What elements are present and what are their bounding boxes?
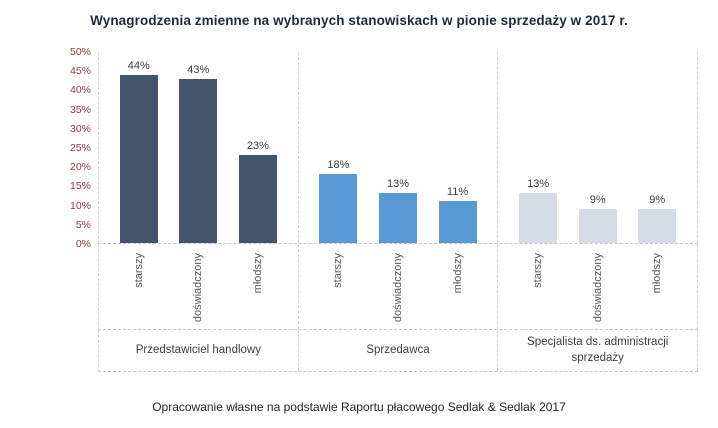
bar-value-label: 11% xyxy=(446,185,469,198)
y-tick-label: 50% xyxy=(69,46,91,58)
y-tick-label: 25% xyxy=(69,142,91,154)
category-label-wrap: doświadczony xyxy=(377,253,419,325)
y-tick-label: 5% xyxy=(75,218,91,231)
category-label: starszy xyxy=(132,253,145,288)
plot-area: 44% 43% 23% 18% 13% 11% 13% 9% 9% xyxy=(98,52,699,244)
bar-wrapper: 18% xyxy=(317,52,359,243)
group-labels-row: Przedstawiciel handlowy Sprzedawca Specjal… xyxy=(98,330,699,372)
plot-row: 0% 5% 10% 15% 20% 25% 30% 35% 40% 45% 50% 44% 43% 23… xyxy=(58,46,699,250)
category-label: doświadczony xyxy=(192,253,205,323)
group-label-cell: Sprzedawca xyxy=(299,330,499,371)
bar-wrapper: 13% xyxy=(517,52,559,243)
group-label: Przedstawiciel handlowy xyxy=(135,343,261,356)
y-tick-label: 0% xyxy=(75,238,91,250)
bar-group: 13% 9% 9% xyxy=(498,52,699,243)
y-tick-label: 30% xyxy=(69,122,91,135)
category-cell: starszy doświadczony młodszy xyxy=(299,244,499,329)
source-caption: Opracowanie własne na podstawie Raportu … xyxy=(152,400,566,414)
bar-wrapper: 11% xyxy=(437,52,479,243)
group-label-cell: Specjalista ds. administracji sprzedaży xyxy=(498,330,699,371)
bar-group: 18% 13% 11% xyxy=(299,52,499,243)
y-tick-label: 40% xyxy=(69,84,91,97)
bar-value-label: 18% xyxy=(327,159,350,172)
bar-value-label: 44% xyxy=(127,59,150,72)
bar xyxy=(179,78,218,243)
bar xyxy=(578,208,617,243)
bar-wrapper: 23% xyxy=(237,52,279,243)
category-label-wrap: doświadczony xyxy=(577,253,619,325)
bar-wrapper: 13% xyxy=(377,52,419,243)
group-label-cell: Przedstawiciel handlowy xyxy=(99,330,299,371)
category-label: doświadczony xyxy=(391,253,404,323)
y-tick-label: 45% xyxy=(69,65,91,78)
y-tick-label: 15% xyxy=(69,180,91,193)
category-label-wrap: starszy xyxy=(118,253,160,325)
bar xyxy=(378,193,417,243)
category-label: młodszy xyxy=(451,253,464,294)
category-label-wrap: młodszy xyxy=(636,253,678,325)
group-label: Sprzedawca xyxy=(366,343,430,356)
y-tick-label: 10% xyxy=(69,199,91,212)
bar xyxy=(638,208,677,243)
category-cell: starszy doświadczony młodszy xyxy=(99,244,299,329)
bar-group: 44% 43% 23% xyxy=(99,52,299,243)
category-label-wrap: starszy xyxy=(317,253,359,325)
category-label-wrap: doświadczony xyxy=(177,253,219,325)
category-label: doświadczony xyxy=(591,253,604,323)
category-label: młodszy xyxy=(251,253,264,294)
category-labels-row: starszy doświadczony młodszy starszy doświad… xyxy=(98,244,699,330)
category-label-wrap: starszy xyxy=(517,253,559,325)
bar-value-label: 23% xyxy=(246,140,269,153)
chart-title: Wynagrodzenia zmienne na wybranych stano… xyxy=(90,13,628,28)
category-cell: starszy doświadczony młodszy xyxy=(498,244,699,329)
y-tick-label: 20% xyxy=(69,161,91,174)
category-label-wrap: młodszy xyxy=(237,253,279,325)
bar-value-label: 43% xyxy=(187,63,210,76)
category-label: starszy xyxy=(532,253,545,288)
bar xyxy=(319,174,358,243)
category-label: starszy xyxy=(332,253,345,288)
bar-wrapper: 44% xyxy=(118,52,160,243)
chart-area: 0% 5% 10% 15% 20% 25% 30% 35% 40% 45% 50% 44% 43% 23… xyxy=(58,46,699,372)
category-label: młodszy xyxy=(651,253,664,294)
category-label-wrap: młodszy xyxy=(437,253,479,325)
bar xyxy=(519,193,558,243)
bar-value-label: 9% xyxy=(589,193,606,206)
bar xyxy=(438,200,477,243)
bar xyxy=(119,74,158,243)
bar-value-label: 13% xyxy=(527,178,550,191)
group-label: Specjalista ds. administracji sprzedaży xyxy=(527,335,669,364)
bar-value-label: 9% xyxy=(649,193,666,206)
bar-wrapper: 9% xyxy=(636,52,678,243)
y-axis: 0% 5% 10% 15% 20% 25% 30% 35% 40% 45% 50% xyxy=(58,46,98,250)
bar-wrapper: 43% xyxy=(177,52,219,243)
bar-wrapper: 9% xyxy=(577,52,619,243)
bar-value-label: 13% xyxy=(386,178,409,191)
bar xyxy=(238,155,277,243)
y-tick-label: 35% xyxy=(69,103,91,116)
